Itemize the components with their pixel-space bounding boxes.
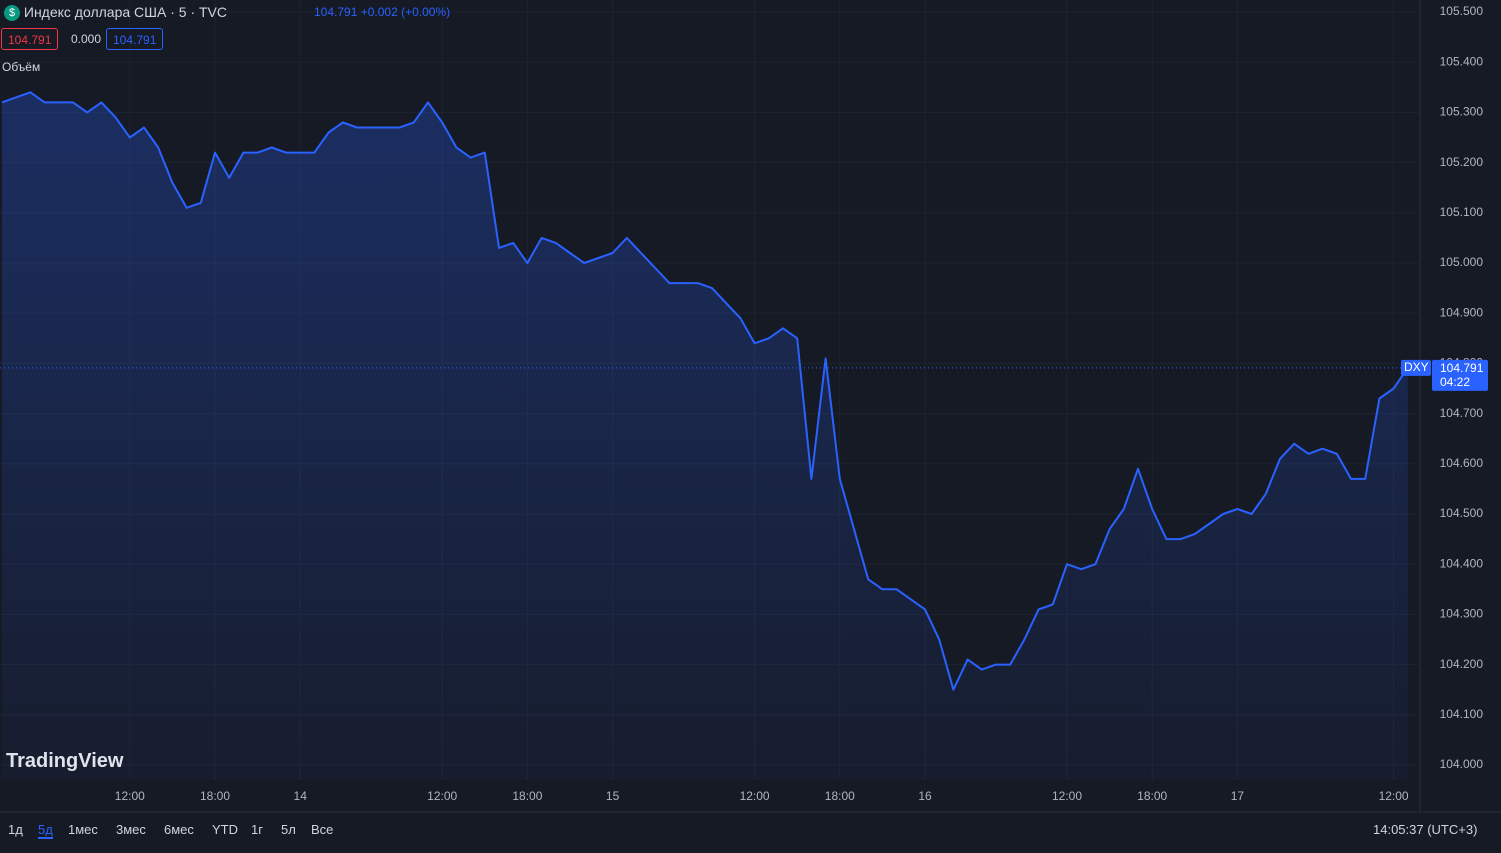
y-tick-label: 105.200 bbox=[1440, 155, 1484, 169]
countdown-label: 04:22 bbox=[1440, 375, 1470, 389]
x-tick-label: 12:00 bbox=[740, 789, 770, 803]
x-tick-label: 12:00 bbox=[115, 789, 145, 803]
y-tick-label: 104.900 bbox=[1440, 305, 1484, 319]
tradingview-logo[interactable]: TradingView bbox=[6, 750, 124, 772]
header-quote: 104.791 +0.002 (+0.00%) bbox=[314, 5, 450, 19]
y-tick-label: 105.100 bbox=[1440, 205, 1484, 219]
ask-box[interactable]: 104.791 bbox=[106, 28, 164, 50]
y-tick-label: 105.400 bbox=[1440, 54, 1484, 68]
symbol-tag bbox=[1401, 359, 1431, 376]
x-tick-label: 18:00 bbox=[825, 789, 855, 803]
price-tag-label: 104.791 bbox=[1440, 361, 1484, 375]
y-tick-label: 104.400 bbox=[1440, 556, 1484, 570]
header-change: +0.002 (+0.00%) bbox=[360, 5, 451, 19]
x-tick-label: 18:00 bbox=[512, 789, 542, 803]
range-button[interactable]: 6мес bbox=[164, 822, 194, 837]
range-button[interactable]: 1мес bbox=[68, 822, 98, 837]
y-tick-label: 104.500 bbox=[1440, 506, 1484, 520]
y-tick-label: 104.300 bbox=[1440, 607, 1484, 621]
header-price: 104.791 bbox=[314, 5, 358, 19]
y-tick-label: 104.700 bbox=[1440, 406, 1484, 420]
x-tick-label: 14 bbox=[294, 789, 308, 803]
x-tick-label: 18:00 bbox=[200, 789, 230, 803]
clock[interactable]: 14:05:37 (UTC+3) bbox=[1373, 822, 1478, 837]
y-tick-label: 104.000 bbox=[1440, 757, 1484, 771]
volume-label: Объём bbox=[2, 60, 41, 74]
bid-box[interactable]: 104.791 bbox=[1, 28, 59, 50]
range-button[interactable]: Все bbox=[311, 822, 334, 837]
range-button[interactable]: 5д bbox=[38, 822, 53, 839]
x-tick-label: 12:00 bbox=[1379, 789, 1409, 803]
symbol-name: Индекс доллара США · 5 · TVC bbox=[23, 4, 227, 20]
range-button[interactable]: 1г bbox=[251, 822, 263, 837]
spread: 0.000 bbox=[71, 32, 102, 46]
range-button[interactable]: 1д bbox=[8, 822, 23, 837]
y-tick-label: 104.600 bbox=[1440, 456, 1484, 470]
x-tick-label: 17 bbox=[1231, 789, 1245, 803]
symbol-tag-label: DXY bbox=[1404, 360, 1429, 374]
y-tick-label: 105.500 bbox=[1440, 4, 1484, 18]
range-button[interactable]: YTD bbox=[212, 822, 238, 837]
range-button[interactable]: 5л bbox=[281, 822, 296, 837]
x-tick-label: 12:00 bbox=[1052, 789, 1082, 803]
y-tick-label: 104.100 bbox=[1440, 707, 1484, 721]
price-tag bbox=[1432, 359, 1488, 391]
y-tick-label: 104.200 bbox=[1440, 657, 1484, 671]
x-tick-label: 18:00 bbox=[1137, 789, 1167, 803]
x-tick-label: 12:00 bbox=[427, 789, 457, 803]
y-tick-label: 105.000 bbox=[1440, 255, 1484, 269]
range-button[interactable]: 3мес bbox=[116, 822, 146, 837]
y-tick-label: 105.300 bbox=[1440, 105, 1484, 119]
x-tick-label: 16 bbox=[918, 789, 932, 803]
price-line bbox=[1, 91, 1409, 691]
symbol-title[interactable]: $ Индекс доллара США · 5 · TVC bbox=[4, 4, 227, 22]
x-tick-label: 15 bbox=[606, 789, 620, 803]
area-fill bbox=[2, 92, 1408, 781]
